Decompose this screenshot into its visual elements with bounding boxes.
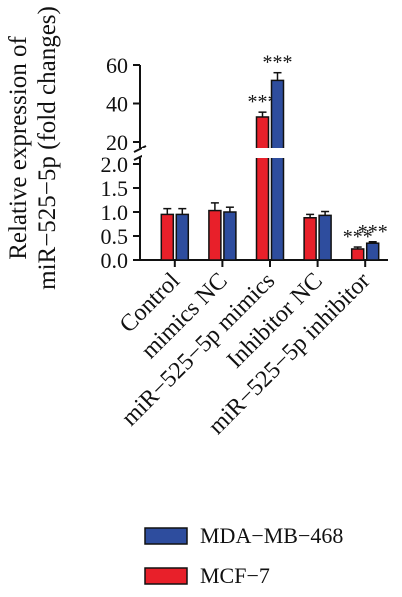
bars: ************ [142,52,390,261]
bar-mda-mb-468 [223,211,237,261]
y-axis-title-line-2: miR−525−5p (fold changes) [34,6,61,290]
significance-label: *** [248,91,278,113]
y-tick-label: 2.0 [101,152,129,177]
bar-mda-mb-468 [270,79,285,261]
legend: MDA−MB−468 MCF−7 [144,523,343,588]
axis-break-mark [133,145,147,153]
significance-label: *** [343,226,373,248]
significance-label: *** [263,52,293,74]
y-tick-label: 0.5 [101,224,129,249]
bar-mda-mb-468 [175,213,190,261]
bar-mcf7 [255,116,270,261]
bar-mda-mb-468 [318,214,332,261]
bar-mcf7 [350,248,365,261]
bar-mcf7 [208,209,222,261]
y-tick-label: 1.5 [101,176,129,201]
bar-mda-mb-468 [365,242,380,261]
bar-mcf7 [303,217,317,261]
bar-mcf7 [160,213,175,261]
y-tick-label: 20 [106,130,128,155]
y-tick-label: 60 [106,53,128,78]
significance-label: *** [358,221,388,243]
legend-swatch [144,527,188,545]
y-tick-label: 0.0 [101,248,129,273]
y-axis-title: Relative expression of miR−525−5p (fold … [5,6,61,290]
y-tick-label: 40 [106,92,128,117]
legend-swatch [144,567,188,585]
axis-break-gap [142,148,390,158]
y-tick-label: 1.0 [101,200,129,225]
legend-label: MCF−7 [200,563,270,588]
legend-label: MDA−MB−468 [200,523,343,548]
y-axis-title-line-1: Relative expression of [5,36,32,260]
